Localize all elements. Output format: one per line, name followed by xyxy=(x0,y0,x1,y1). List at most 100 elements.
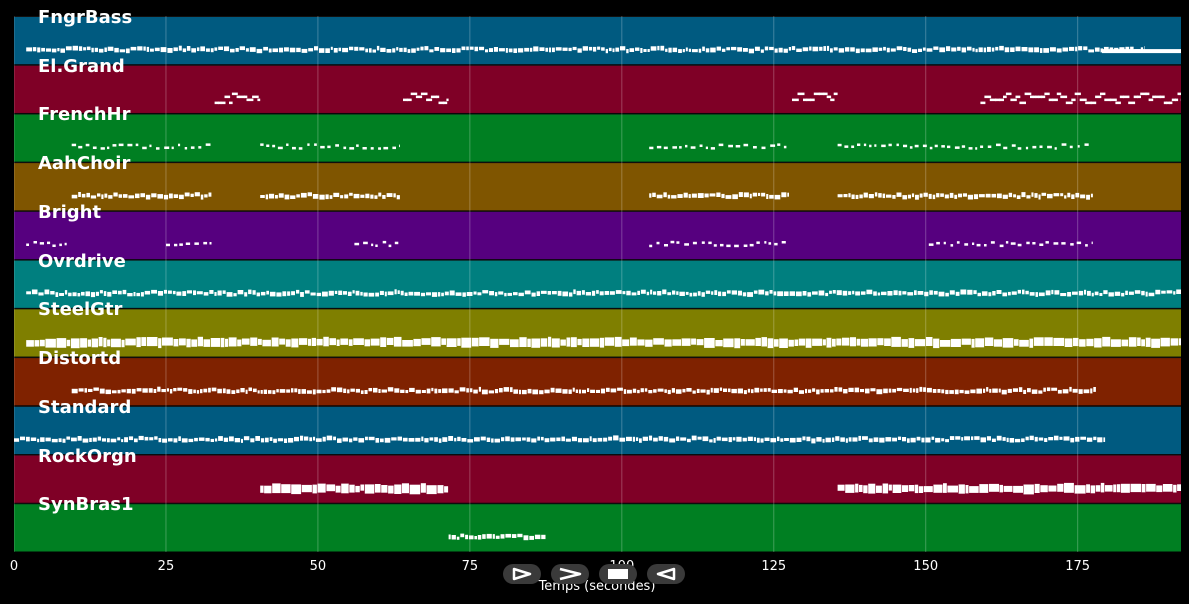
note xyxy=(555,47,562,51)
note xyxy=(277,146,283,150)
note xyxy=(524,290,531,295)
note xyxy=(888,484,892,491)
note xyxy=(709,439,713,443)
note xyxy=(365,436,368,441)
note xyxy=(492,534,495,539)
note xyxy=(562,47,568,51)
note xyxy=(656,241,660,245)
note xyxy=(671,388,675,393)
note xyxy=(756,437,760,443)
note xyxy=(1077,145,1080,148)
note xyxy=(349,192,353,196)
note xyxy=(291,388,294,393)
note xyxy=(950,338,961,347)
note xyxy=(98,337,103,347)
note xyxy=(301,484,312,493)
note xyxy=(381,485,388,493)
note xyxy=(312,194,319,199)
note xyxy=(944,194,949,199)
note xyxy=(503,387,509,392)
note xyxy=(150,48,154,52)
note xyxy=(767,338,774,349)
note xyxy=(153,389,157,393)
note xyxy=(754,46,760,51)
note xyxy=(650,289,653,295)
note xyxy=(505,436,510,442)
note xyxy=(349,484,355,493)
note xyxy=(996,435,1002,441)
note xyxy=(1086,437,1093,442)
note xyxy=(898,290,902,296)
note xyxy=(479,337,490,346)
note xyxy=(845,438,848,443)
note xyxy=(217,388,222,394)
note xyxy=(58,438,62,443)
note xyxy=(31,289,38,295)
note xyxy=(783,291,789,296)
note xyxy=(231,92,238,96)
note xyxy=(896,192,902,197)
note xyxy=(78,388,84,392)
note xyxy=(996,290,1002,294)
note xyxy=(551,291,557,295)
note xyxy=(55,292,59,297)
note xyxy=(991,438,996,442)
play-button[interactable] xyxy=(503,564,541,584)
note xyxy=(448,388,454,393)
note xyxy=(294,436,299,442)
note xyxy=(44,289,50,295)
note xyxy=(907,292,914,296)
note xyxy=(284,438,288,443)
note xyxy=(688,48,692,52)
note xyxy=(239,46,245,51)
stop-button[interactable] xyxy=(599,564,637,584)
note xyxy=(984,244,987,247)
track-band-frenchhr xyxy=(14,113,1181,162)
note xyxy=(499,338,510,345)
note xyxy=(1034,193,1038,198)
note xyxy=(301,389,306,394)
note xyxy=(783,389,787,393)
note xyxy=(774,242,778,246)
note xyxy=(778,47,783,53)
note xyxy=(40,437,45,442)
note xyxy=(1038,437,1044,441)
note xyxy=(326,389,331,393)
note xyxy=(486,437,491,442)
note xyxy=(531,338,541,348)
note xyxy=(1044,337,1053,346)
note xyxy=(742,292,747,297)
note xyxy=(1053,337,1065,346)
rewind-button[interactable] xyxy=(647,564,685,584)
note xyxy=(728,437,732,443)
note xyxy=(734,338,741,349)
note xyxy=(471,337,479,347)
note xyxy=(582,46,588,51)
note xyxy=(407,49,411,53)
note xyxy=(718,143,724,147)
note xyxy=(518,292,524,297)
note xyxy=(469,388,473,393)
note xyxy=(479,46,485,51)
note xyxy=(331,387,337,392)
note xyxy=(342,437,349,442)
note xyxy=(902,291,907,295)
fast-forward-button[interactable] xyxy=(551,564,589,584)
note xyxy=(380,337,387,347)
note xyxy=(605,48,608,54)
note xyxy=(130,46,137,51)
note xyxy=(498,48,505,52)
note xyxy=(1159,95,1165,99)
note xyxy=(987,46,991,52)
note xyxy=(429,437,434,441)
note xyxy=(365,193,370,199)
note xyxy=(203,339,210,347)
note xyxy=(660,45,665,51)
note xyxy=(78,145,83,149)
note xyxy=(1120,483,1130,493)
note xyxy=(992,291,996,296)
note xyxy=(174,243,178,247)
note xyxy=(911,193,915,198)
note xyxy=(1017,147,1022,150)
note xyxy=(443,101,448,105)
